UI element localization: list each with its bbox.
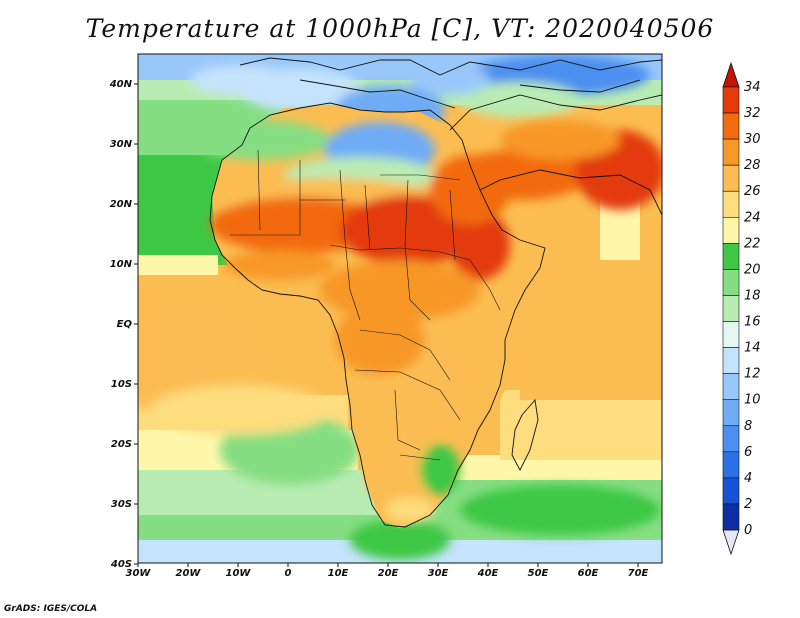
lon-tick-label: 10W xyxy=(226,568,252,579)
lon-tick-label: 70E xyxy=(628,568,649,579)
colorbar-segment xyxy=(722,138,740,166)
colorbar-segment xyxy=(722,321,740,348)
colorbar-segment xyxy=(722,295,740,322)
lon-axis: 30W 20W 10W 0 10E 20E 30E 40E 50E 60E 70E xyxy=(126,563,649,579)
lon-tick-label: 50E xyxy=(528,568,549,579)
lon-tick-label: 0 xyxy=(285,568,292,579)
colorbar-label: 2 xyxy=(744,497,752,512)
lon-tick-label: 10E xyxy=(328,568,349,579)
map-frame xyxy=(137,53,663,564)
colorbar-segment xyxy=(722,503,740,531)
colorbar-label: 6 xyxy=(744,445,752,460)
lat-tick-label: 20S xyxy=(111,439,132,450)
colorbar-label: 18 xyxy=(744,288,761,303)
colorbar-label: 10 xyxy=(744,393,761,408)
colorbar-label: 28 xyxy=(744,158,761,173)
colorbar-segment xyxy=(722,347,740,374)
colorbar-label: 14 xyxy=(744,341,761,356)
colorbar-label: 34 xyxy=(744,80,761,95)
lon-tick-label: 40E xyxy=(477,568,499,579)
lat-axis: 40N 30N 20N 10N EQ 10S 20S 30S 40S xyxy=(109,79,138,570)
lat-tick-label: 10N xyxy=(110,259,133,270)
africa-land xyxy=(190,105,662,528)
colorbar-segment xyxy=(722,164,740,192)
colorbar-segment xyxy=(722,425,740,453)
colorbar-label: 0 xyxy=(744,523,752,538)
colorbar-arrow-bottom xyxy=(722,529,740,556)
lon-tick-label: 60E xyxy=(578,568,599,579)
colorbar-label: 8 xyxy=(744,419,752,434)
lat-tick-label: 30N xyxy=(110,139,133,150)
lat-tick-label: 40S xyxy=(110,559,132,570)
country-borders xyxy=(230,149,501,461)
colorbar-label: 4 xyxy=(744,471,752,486)
lat-tick-label: 20N xyxy=(110,199,133,210)
colorbar-segment xyxy=(722,190,740,218)
colorbar-label: 32 xyxy=(744,106,761,121)
lon-tick-label: 20W xyxy=(176,568,202,579)
colorbar-segment xyxy=(722,373,740,401)
lon-tick-label: 30W xyxy=(126,568,152,579)
coastlines xyxy=(209,57,662,528)
colorbar-segment xyxy=(722,112,740,140)
lon-tick-label: 20E xyxy=(378,568,399,579)
colorbar-segment xyxy=(722,451,740,479)
colorbar-segment xyxy=(722,243,740,270)
colorbar-segment xyxy=(722,399,740,427)
map-title: Temperature at 1000hPa [C], VT: 20200405… xyxy=(85,14,715,43)
colorbar-segment xyxy=(722,86,740,114)
colorbar-label: 16 xyxy=(744,315,761,330)
colorbar-arrow-top xyxy=(722,61,740,88)
colorbar-label: 26 xyxy=(744,184,761,199)
lat-tick-label: EQ xyxy=(117,319,133,330)
colorbar-label: 20 xyxy=(744,262,761,277)
footer-credit: GrADS: IGES/COLA xyxy=(4,604,98,614)
colorbar-segment xyxy=(722,477,740,505)
colorbar-label: 30 xyxy=(744,132,761,147)
colorbar-label: 24 xyxy=(744,210,761,225)
colorbar-label: 12 xyxy=(744,367,761,382)
lat-tick-label: 10S xyxy=(111,379,132,390)
colorbar-segment xyxy=(722,269,740,296)
lat-tick-label: 40N xyxy=(109,79,133,90)
colorbar-label: 22 xyxy=(744,236,761,251)
colorbar-segment xyxy=(722,216,740,244)
lat-tick-label: 30S xyxy=(111,499,132,510)
lon-tick-label: 30E xyxy=(428,568,449,579)
